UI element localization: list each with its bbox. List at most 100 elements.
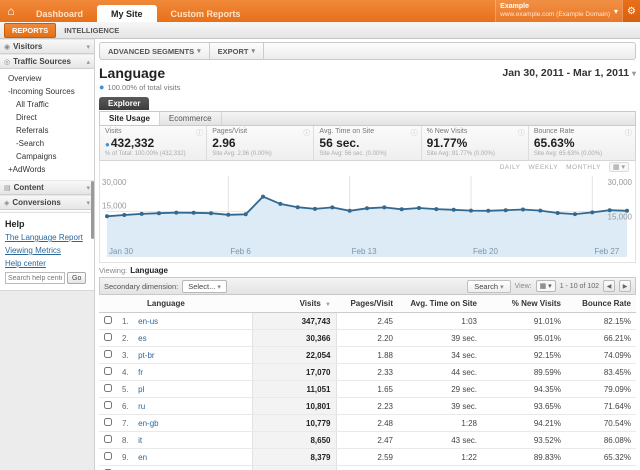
chart-type-icon[interactable]: ▦ ▾ <box>608 162 629 172</box>
row-checkbox[interactable] <box>104 452 112 460</box>
column-header-avg-time[interactable]: Avg. Time on Site <box>398 295 482 313</box>
language-link[interactable]: ru <box>138 401 146 411</box>
help-link-language-report[interactable]: The Language Report <box>5 233 83 242</box>
prev-page-button[interactable]: ◀ <box>603 280 615 292</box>
language-cell: fr <box>133 363 252 381</box>
metric-label: Bounce Rate <box>533 128 575 135</box>
export-button[interactable]: EXPORT ▾ <box>210 43 264 59</box>
column-header-new-visits[interactable]: % New Visits <box>482 295 566 313</box>
view-mode-select[interactable]: ▦ ▾ <box>535 280 556 292</box>
language-link[interactable]: en-gb <box>138 418 159 428</box>
advanced-segments-button[interactable]: ADVANCED SEGMENTS ▾ <box>100 43 210 59</box>
row-checkbox[interactable] <box>104 384 112 392</box>
row-checkbox[interactable] <box>104 316 112 324</box>
next-page-button[interactable]: ▶ <box>619 280 631 292</box>
pages-visit-cell: 2.48 <box>336 414 398 432</box>
bounce-rate-cell: 71.64% <box>566 397 636 415</box>
sidebar-item-campaigns[interactable]: Campaigns <box>16 152 57 161</box>
secondary-dimension-select[interactable]: Select... ▾ <box>182 279 227 293</box>
row-checkbox[interactable] <box>104 418 112 426</box>
sidebar-scrollbar[interactable] <box>91 181 94 239</box>
tab-custom-reports[interactable]: Custom Reports <box>170 9 241 19</box>
column-header-bounce-rate[interactable]: Bounce Rate <box>566 295 636 313</box>
row-rank: 7. <box>117 414 134 432</box>
visits-cell: 7,800 <box>251 465 337 470</box>
bounce-rate-cell: 70.54% <box>566 414 636 432</box>
graph-by-daily[interactable]: Daily <box>499 163 521 171</box>
sidebar-item-direct[interactable]: Direct <box>16 113 37 122</box>
table-row: 10.de7,8002.4541 sec.94.53%86.00% <box>99 465 636 470</box>
tab-site-usage[interactable]: Site Usage <box>100 112 160 125</box>
info-icon[interactable]: ⓘ <box>303 130 311 137</box>
row-checkbox[interactable] <box>104 350 112 358</box>
settings-gear-button[interactable]: ⚙ <box>622 0 640 22</box>
info-icon[interactable]: ⓘ <box>517 130 525 137</box>
subnav-bar: REPORTS INTELLIGENCE <box>0 22 640 39</box>
home-icon[interactable]: ⌂ <box>7 4 15 18</box>
avg-time-cell: 29 sec. <box>398 380 482 398</box>
date-range-label: Jan 30, 2011 - Mar 1, 2011 <box>502 67 630 79</box>
language-table: Language Visits ▼ Pages/Visit Avg. Time … <box>99 295 636 470</box>
visits-chart-panel: Daily Weekly Monthly ▦ ▾ 30,000 30,000 15,000… <box>99 161 636 263</box>
language-link[interactable]: it <box>138 435 143 445</box>
reports-button[interactable]: REPORTS <box>4 22 57 38</box>
sidebar-item-adwords[interactable]: +AdWords <box>8 165 46 174</box>
help-search-go-button[interactable]: Go <box>67 272 87 284</box>
language-link[interactable]: es <box>138 333 147 343</box>
table-row: 3. pt-br 22,054 1.88 34 sec. 92.15% 74.09% <box>99 346 636 364</box>
column-header-visits[interactable]: Visits ▼ <box>252 295 336 313</box>
row-checkbox[interactable] <box>104 367 112 375</box>
language-link[interactable]: pt-br <box>138 350 155 360</box>
row-checkbox[interactable] <box>104 435 112 443</box>
chevron-down-icon: ▾ <box>86 43 90 51</box>
help-center-link[interactable]: Help center <box>5 259 46 268</box>
tab-ecommerce[interactable]: Ecommerce <box>160 112 222 125</box>
tab-my-site[interactable]: My Site <box>97 5 157 22</box>
tab-dashboard[interactable]: Dashboard <box>36 9 84 19</box>
bounce-rate-cell: 79.09% <box>566 380 636 398</box>
svg-text:Jan 30: Jan 30 <box>109 247 134 256</box>
graph-by-monthly[interactable]: Monthly <box>566 163 601 171</box>
svg-text:30,000: 30,000 <box>102 178 127 187</box>
help-search-input[interactable] <box>5 272 65 284</box>
intelligence-button[interactable]: INTELLIGENCE <box>64 25 120 35</box>
tab-explorer[interactable]: Explorer <box>99 97 150 110</box>
table-controls-bar: Secondary dimension: Select... ▾ Search … <box>99 277 636 295</box>
view-label: View: <box>514 282 532 290</box>
metric-label: Visits <box>105 128 122 135</box>
new-visits-cell: 94.21% <box>482 414 566 432</box>
language-link[interactable]: en <box>138 452 148 462</box>
sidebar-section-visitors[interactable]: ◉ Visitors ▾ <box>0 39 94 54</box>
date-range-selector[interactable]: Jan 30, 2011 - Mar 1, 2011 ▾ <box>502 65 636 92</box>
language-link[interactable]: fr <box>138 367 144 377</box>
visits-header-label: Visits <box>299 299 321 308</box>
info-icon[interactable]: ⓘ <box>410 130 418 137</box>
info-icon[interactable]: ⓘ <box>196 130 204 137</box>
language-link[interactable]: pl <box>138 384 145 394</box>
graph-by-weekly[interactable]: Weekly <box>528 163 559 171</box>
row-checkbox[interactable] <box>104 333 112 341</box>
svg-text:30,000: 30,000 <box>608 178 633 187</box>
column-header-language[interactable]: Language <box>99 295 252 313</box>
visits-cell: 8,650 <box>251 431 337 449</box>
visits-cell: 10,779 <box>251 414 337 432</box>
row-checkbox[interactable] <box>104 401 112 409</box>
language-link[interactable]: en-us <box>138 316 159 326</box>
sidebar-item-referrals[interactable]: Referrals <box>16 126 49 135</box>
sidebar-item-search[interactable]: -Search <box>16 139 45 148</box>
metric-subtext: Site Avg: 2.96 (0.00%) <box>212 151 272 157</box>
search-label: Search <box>474 281 498 291</box>
viewing-value[interactable]: Language <box>130 266 168 275</box>
sidebar-item-overview[interactable]: Overview <box>8 74 42 83</box>
sidebar-section-conversions[interactable]: ◈ Conversions ▾ <box>0 195 94 210</box>
info-icon[interactable]: ⓘ <box>625 130 633 137</box>
sidebar-item-all-traffic[interactable]: All Traffic <box>16 100 49 109</box>
help-link-viewing-metrics[interactable]: Viewing Metrics <box>5 246 61 255</box>
sidebar-item-incoming-sources[interactable]: -Incoming Sources <box>8 87 75 96</box>
account-selector[interactable]: Example www.example.com (Example Domain)… <box>495 0 622 22</box>
column-header-pages-visit[interactable]: Pages/Visit <box>336 295 398 313</box>
metric-subtext: Site Avg: 91.77% (0.00%) <box>426 151 495 157</box>
sidebar-section-content[interactable]: ▤ Content ▾ <box>0 180 94 195</box>
sidebar-section-traffic-sources[interactable]: ◎ Traffic Sources ▴ <box>0 54 94 69</box>
table-search-button[interactable]: Search ▾ <box>467 279 511 293</box>
